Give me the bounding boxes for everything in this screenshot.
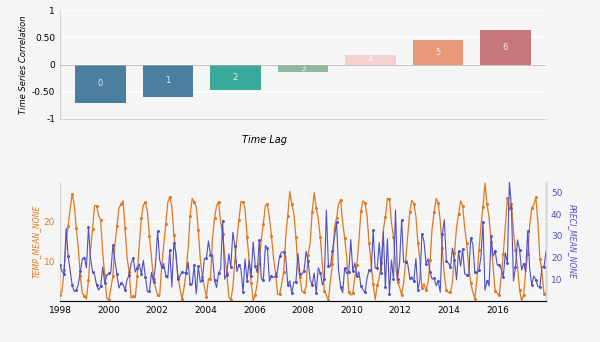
Line: PRECI_MEAN_NONE: PRECI_MEAN_NONE <box>59 181 547 295</box>
Bar <box>210 65 261 90</box>
TEMP_MEAN_NONE <box>250 299 257 303</box>
Bar <box>345 55 396 65</box>
Text: 4: 4 <box>368 55 373 64</box>
PRECI_MEAN_NONE <box>134 265 141 269</box>
PRECI_MEAN_NONE <box>542 250 550 254</box>
Line: TEMP_MEAN_NONE: TEMP_MEAN_NONE <box>59 182 547 302</box>
TEMP_MEAN_NONE <box>512 248 519 252</box>
Bar <box>480 30 531 65</box>
PRECI_MEAN_NONE <box>77 269 84 273</box>
PRECI_MEAN_NONE <box>223 273 230 277</box>
TEMP_MEAN_NONE <box>542 291 550 295</box>
Text: 0: 0 <box>98 79 103 88</box>
Bar <box>143 65 193 97</box>
PRECI_MEAN_NONE <box>506 180 513 184</box>
Y-axis label: TEMP_MEAN_NONE: TEMP_MEAN_NONE <box>32 205 41 278</box>
TEMP_MEAN_NONE <box>134 274 141 278</box>
TEMP_MEAN_NONE <box>481 181 488 185</box>
Bar <box>278 65 328 71</box>
Bar <box>413 40 463 65</box>
Text: 2: 2 <box>233 73 238 81</box>
Bar <box>75 65 126 103</box>
Text: 5: 5 <box>436 48 440 56</box>
TEMP_MEAN_NONE <box>56 292 64 297</box>
TEMP_MEAN_NONE <box>221 254 229 258</box>
PRECI_MEAN_NONE <box>193 292 200 296</box>
PRECI_MEAN_NONE <box>89 269 96 274</box>
PRECI_MEAN_NONE <box>380 229 387 234</box>
TEMP_MEAN_NONE <box>77 274 84 278</box>
PRECI_MEAN_NONE <box>56 263 64 267</box>
Text: 6: 6 <box>503 43 508 52</box>
TEMP_MEAN_NONE <box>89 227 96 231</box>
Text: 3: 3 <box>301 64 305 73</box>
PRECI_MEAN_NONE <box>512 265 519 269</box>
Text: 1: 1 <box>166 76 170 86</box>
Text: Time Lag: Time Lag <box>242 135 287 145</box>
Y-axis label: Time Series Correlation: Time Series Correlation <box>19 15 28 114</box>
TEMP_MEAN_NONE <box>380 228 387 232</box>
Y-axis label: PRECI_MEAN_NONE: PRECI_MEAN_NONE <box>567 204 576 279</box>
